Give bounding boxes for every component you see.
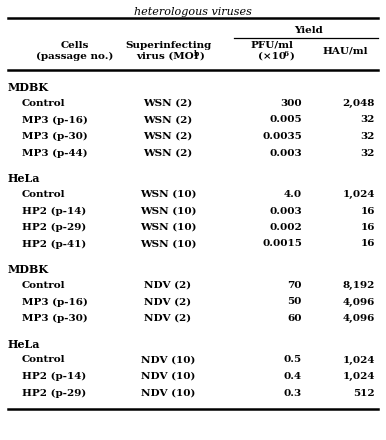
Text: WSN (2): WSN (2) <box>143 148 193 158</box>
Text: MP3 (p-16): MP3 (p-16) <box>22 115 88 125</box>
Text: Control: Control <box>22 281 66 290</box>
Text: 32: 32 <box>361 115 375 125</box>
Text: 6: 6 <box>284 50 289 58</box>
Text: 60: 60 <box>288 314 302 323</box>
Text: HP2 (p-14): HP2 (p-14) <box>22 372 86 381</box>
Text: 16: 16 <box>361 223 375 232</box>
Text: b: b <box>194 50 199 58</box>
Text: virus (MOI: virus (MOI <box>137 52 200 61</box>
Text: WSN (10): WSN (10) <box>140 223 196 232</box>
Text: MDBK: MDBK <box>8 82 49 93</box>
Text: MP3 (p-30): MP3 (p-30) <box>22 314 88 323</box>
Text: NDV (2): NDV (2) <box>144 281 191 290</box>
Text: heterologous viruses: heterologous viruses <box>134 7 252 17</box>
Text: ): ) <box>199 52 204 61</box>
Text: ): ) <box>289 52 294 61</box>
Text: HP2 (p-41): HP2 (p-41) <box>22 239 86 249</box>
Text: MP3 (p-16): MP3 (p-16) <box>22 297 88 307</box>
Text: 1,024: 1,024 <box>342 356 375 364</box>
Text: 2,048: 2,048 <box>343 99 375 108</box>
Text: HAU/ml: HAU/ml <box>322 46 368 55</box>
Text: WSN (2): WSN (2) <box>143 132 193 141</box>
Text: 0.4: 0.4 <box>284 372 302 381</box>
Text: WSN (2): WSN (2) <box>143 115 193 125</box>
Text: NDV (2): NDV (2) <box>144 314 191 323</box>
Text: 0.005: 0.005 <box>269 115 302 125</box>
Text: 4,096: 4,096 <box>343 297 375 307</box>
Text: MP3 (p-30): MP3 (p-30) <box>22 132 88 141</box>
Text: 4.0: 4.0 <box>284 190 302 199</box>
Text: HeLa: HeLa <box>8 173 41 184</box>
Text: (passage no.): (passage no.) <box>36 52 114 61</box>
Text: 0.0035: 0.0035 <box>262 132 302 141</box>
Text: HP2 (p-14): HP2 (p-14) <box>22 206 86 216</box>
Text: 32: 32 <box>361 132 375 141</box>
Text: 0.002: 0.002 <box>269 223 302 232</box>
Text: 32: 32 <box>361 148 375 158</box>
Text: MDBK: MDBK <box>8 264 49 275</box>
Text: Yield: Yield <box>294 26 323 35</box>
Text: WSN (10): WSN (10) <box>140 239 196 249</box>
Text: HeLa: HeLa <box>8 338 41 349</box>
Text: HP2 (p-29): HP2 (p-29) <box>22 223 86 232</box>
Text: 4,096: 4,096 <box>343 314 375 323</box>
Text: NDV (2): NDV (2) <box>144 297 191 307</box>
Text: 8,192: 8,192 <box>343 281 375 290</box>
Text: 16: 16 <box>361 206 375 216</box>
Text: 0.003: 0.003 <box>269 206 302 216</box>
Text: WSN (10): WSN (10) <box>140 206 196 216</box>
Text: 512: 512 <box>353 389 375 397</box>
Text: Control: Control <box>22 99 66 108</box>
Text: 70: 70 <box>288 281 302 290</box>
Text: 300: 300 <box>280 99 302 108</box>
Text: PFU/ml: PFU/ml <box>251 41 293 50</box>
Text: 0.0015: 0.0015 <box>262 239 302 249</box>
Text: 0.3: 0.3 <box>284 389 302 397</box>
Text: NDV (10): NDV (10) <box>141 356 195 364</box>
Text: 0.003: 0.003 <box>269 148 302 158</box>
Text: (×10: (×10 <box>258 52 286 61</box>
Text: MP3 (p-44): MP3 (p-44) <box>22 148 88 158</box>
Text: NDV (10): NDV (10) <box>141 389 195 397</box>
Text: Control: Control <box>22 190 66 199</box>
Text: 0.5: 0.5 <box>284 356 302 364</box>
Text: 16: 16 <box>361 239 375 249</box>
Text: Cells: Cells <box>61 41 89 50</box>
Text: NDV (10): NDV (10) <box>141 372 195 381</box>
Text: WSN (2): WSN (2) <box>143 99 193 108</box>
Text: HP2 (p-29): HP2 (p-29) <box>22 389 86 398</box>
Text: Control: Control <box>22 356 66 364</box>
Text: 50: 50 <box>288 297 302 307</box>
Text: Superinfecting: Superinfecting <box>125 41 211 50</box>
Text: WSN (10): WSN (10) <box>140 190 196 199</box>
Text: 1,024: 1,024 <box>342 190 375 199</box>
Text: 1,024: 1,024 <box>342 372 375 381</box>
